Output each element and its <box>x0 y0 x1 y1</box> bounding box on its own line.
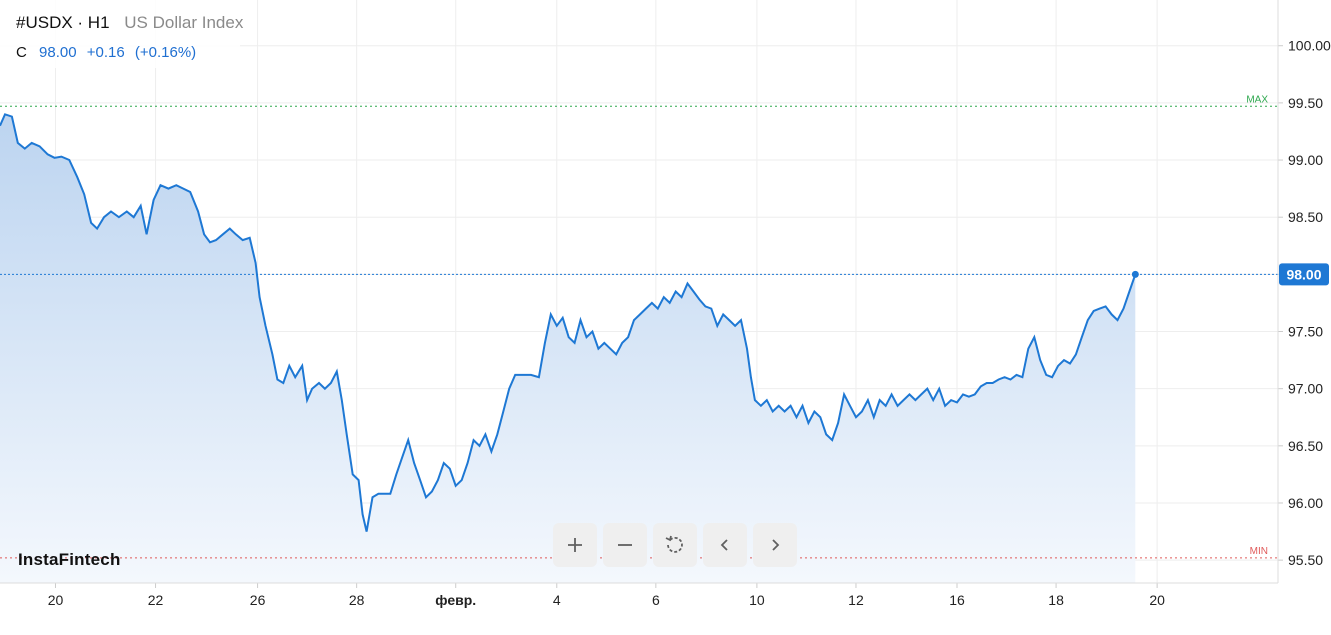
price-area-fill <box>0 114 1136 584</box>
change-percent: (+0.16%) <box>134 44 197 61</box>
x-tick-label: февр. <box>435 592 476 608</box>
x-tick-label: 26 <box>250 592 266 608</box>
x-tick-label: 4 <box>553 592 561 608</box>
scroll-right-button[interactable] <box>753 523 797 567</box>
current-price-badge <box>1279 263 1329 286</box>
price-line <box>0 113 1137 532</box>
axes: 95.50 96.00 96.50 97.00 97.50 98.00 98.50 99.00… <box>0 0 1331 608</box>
reset-button[interactable] <box>653 523 697 567</box>
x-tick-label: 20 <box>48 592 64 608</box>
y-tick-label: 99.50 <box>1288 95 1323 111</box>
title-row: #USDX · H1 US Dollar Index <box>16 12 243 34</box>
last-price-dot <box>1131 270 1139 278</box>
max-label: MAX <box>1246 94 1268 105</box>
chevron-left-icon <box>720 539 728 551</box>
min-label: MIN <box>1250 546 1268 557</box>
x-tick-label: 18 <box>1048 592 1064 608</box>
y-tick-label: 96.50 <box>1288 438 1323 454</box>
y-tick-label: 98.50 <box>1288 209 1323 225</box>
x-tick-label: 22 <box>148 592 164 608</box>
chevron-right-icon <box>772 539 780 551</box>
reference-lines: MAX MIN <box>0 94 1278 559</box>
y-tick-label: 96.00 <box>1288 495 1323 511</box>
reset-icon <box>665 535 683 553</box>
price-row: C 98.00 +0.16 (+0.16%) <box>16 43 202 63</box>
x-tick-label: 20 <box>1149 592 1165 608</box>
change-value: +0.16 <box>86 44 125 61</box>
y-tick-label: 99.00 <box>1288 152 1323 168</box>
zoom-out-button[interactable] <box>603 523 647 567</box>
current-price-label: 98.00 <box>1286 266 1321 282</box>
minus-icon <box>618 544 632 546</box>
brand-logo: InstaFintech <box>18 550 121 569</box>
x-tick-label: 12 <box>848 592 864 608</box>
chart-controls <box>553 523 797 567</box>
x-tick-label: 10 <box>749 592 765 608</box>
chart-header: #USDX · H1 US Dollar Index C 98.00 +0.16… <box>0 0 243 68</box>
close-label: C <box>16 44 27 61</box>
y-tick-label: 100.00 <box>1288 38 1331 54</box>
x-tick-label: 6 <box>652 592 660 608</box>
y-tick-label: 97.50 <box>1288 324 1323 340</box>
plus-icon <box>568 538 582 552</box>
scroll-left-button[interactable] <box>703 523 747 567</box>
close-value: 98.00 <box>39 44 77 61</box>
x-tick-label: 28 <box>349 592 365 608</box>
y-tick-label: 97.00 <box>1288 381 1323 397</box>
x-tick-label: 16 <box>949 592 965 608</box>
index-name: US Dollar Index <box>124 13 244 32</box>
symbol-label[interactable]: #USDX · H1 <box>16 13 110 32</box>
y-tick-label: 95.50 <box>1288 552 1323 568</box>
zoom-in-button[interactable] <box>553 523 597 567</box>
